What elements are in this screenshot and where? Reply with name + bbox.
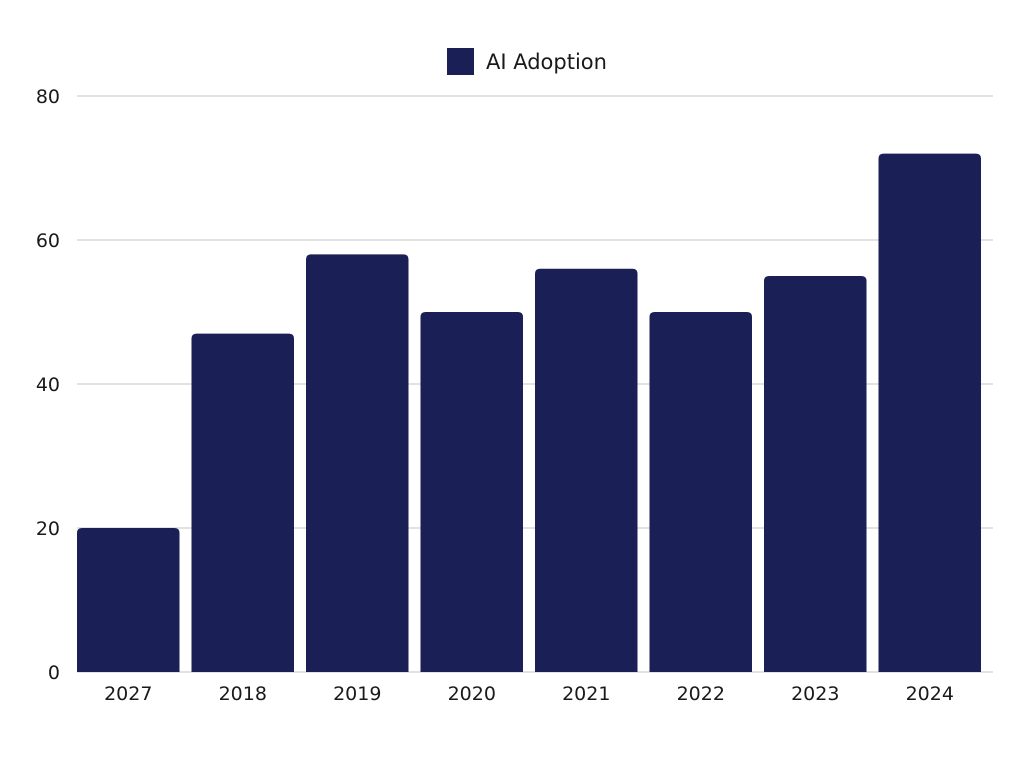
x-tick-label: 2027 — [104, 683, 152, 705]
legend[interactable]: AI Adoption — [447, 48, 607, 75]
y-tick-label: 20 — [36, 518, 60, 540]
x-tick-label: 2024 — [906, 683, 954, 705]
bar-2023 — [764, 276, 867, 672]
bar-2019 — [306, 254, 409, 672]
bar-2020 — [420, 312, 523, 672]
y-axis: 0 20 40 60 80 — [36, 86, 60, 684]
y-tick-label: 80 — [36, 86, 60, 108]
y-tick-label: 60 — [36, 230, 60, 252]
legend-swatch — [447, 48, 474, 75]
bar-2018 — [191, 333, 294, 672]
y-tick-label: 0 — [48, 662, 60, 684]
bar-2027 — [77, 528, 180, 672]
bar-2022 — [649, 312, 752, 672]
x-axis: 2027 2018 2019 2020 2021 2022 2023 2024 — [104, 683, 954, 705]
x-tick-label: 2022 — [677, 683, 725, 705]
bars — [77, 153, 981, 673]
y-tick-label: 40 — [36, 374, 60, 396]
x-tick-label: 2018 — [219, 683, 267, 705]
x-tick-label: 2021 — [562, 683, 610, 705]
bar-2021 — [535, 268, 638, 672]
x-tick-label: 2020 — [448, 683, 496, 705]
x-tick-label: 2023 — [791, 683, 839, 705]
bar-2024 — [878, 153, 981, 673]
legend-label: AI Adoption — [486, 50, 607, 74]
x-tick-label: 2019 — [333, 683, 381, 705]
